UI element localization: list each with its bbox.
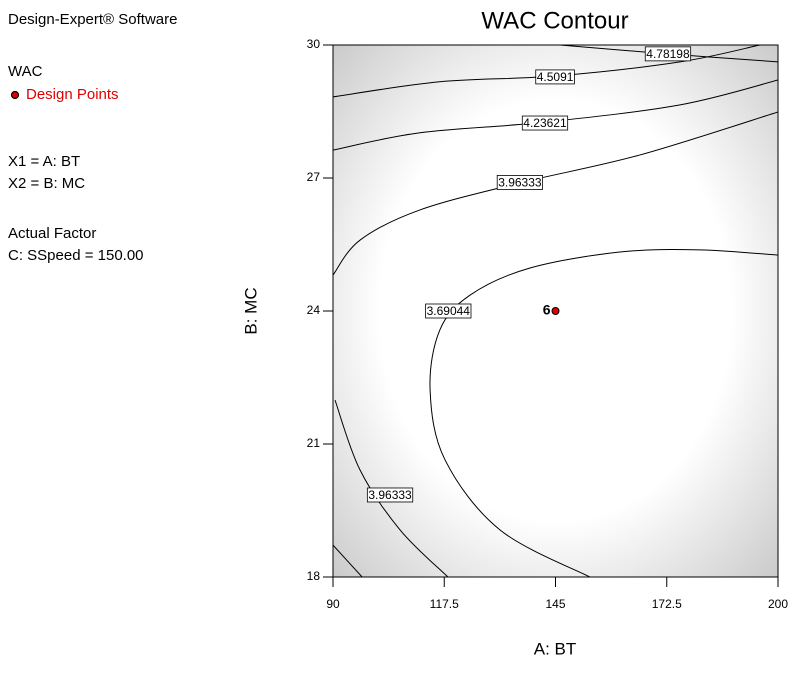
- point-count: 6: [543, 302, 551, 318]
- contour-label-box: [425, 303, 472, 319]
- y-axis-label: B: MC: [241, 287, 260, 334]
- x-tick-label: 117.5: [430, 597, 459, 611]
- info-text: Design-Expert® Software: [8, 11, 177, 28]
- x-tick-label: 90: [326, 597, 340, 611]
- contour-label-box: [521, 115, 569, 131]
- chart-title: WAC Contour: [481, 7, 628, 34]
- info-text: X2 = B: MC: [8, 175, 85, 192]
- contour-label-box: [535, 69, 575, 85]
- x-tick-label: 145: [545, 597, 565, 611]
- contour-label-box: [496, 175, 543, 190]
- contour-label: 4.23621: [523, 116, 567, 130]
- contour-label: 4.78198: [646, 47, 690, 61]
- info-panel: Design-Expert® Software WAC Design Points X…: [8, 11, 177, 264]
- info-text: WAC: [8, 63, 43, 80]
- info-text: Actual Factor: [8, 225, 96, 242]
- contour-label-box: [644, 46, 692, 62]
- contour-label-box: [366, 487, 414, 503]
- y-tick-label: 30: [307, 37, 321, 51]
- info-text: X1 = A: BT: [8, 153, 80, 170]
- y-tick-label: 27: [307, 170, 321, 184]
- y-tick-label: 18: [307, 569, 321, 583]
- contour-label: 4.5091: [537, 70, 574, 84]
- x-axis-label: A: BT: [534, 639, 577, 658]
- legend-label: Design Points: [26, 86, 119, 103]
- design-point: [551, 307, 560, 315]
- contour-label: 3.96333: [498, 176, 542, 190]
- x-tick-label: 200: [768, 597, 788, 611]
- axes: 18 21 24 27 30 90 117.5 145 172.5 200 3.69044 3.963…: [307, 37, 789, 611]
- contour-label: 3.96333: [368, 488, 412, 502]
- contour-line: [333, 544, 363, 577]
- legend-marker: [10, 90, 20, 100]
- info-text: C: SSpeed = 150.00: [8, 247, 144, 264]
- contour-label: 3.69044: [427, 304, 471, 318]
- x-tick-label: 172.5: [652, 597, 682, 611]
- y-tick-label: 21: [307, 436, 321, 450]
- y-tick-label: 24: [307, 303, 321, 317]
